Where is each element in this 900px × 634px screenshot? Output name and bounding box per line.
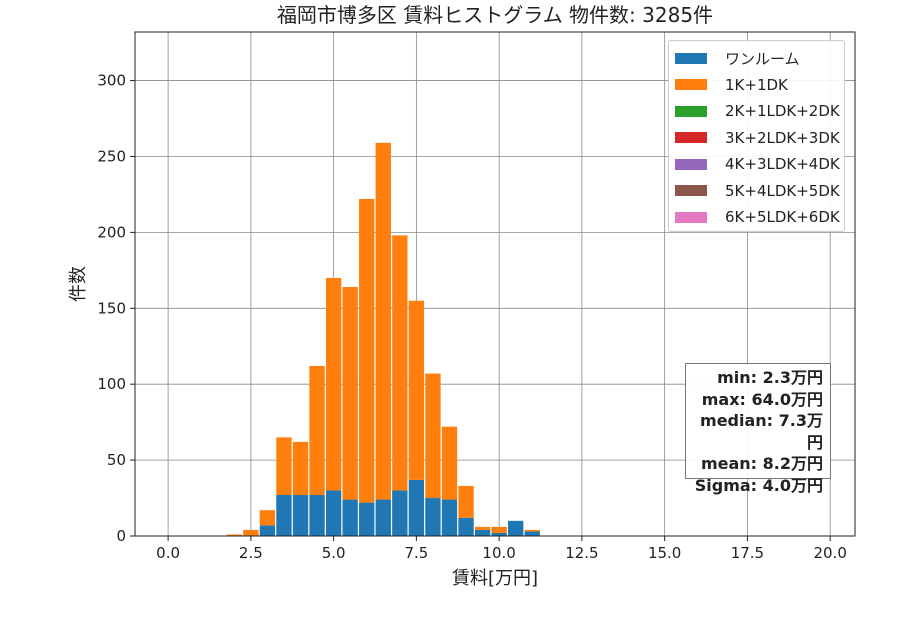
y-tick-label: 300 bbox=[97, 72, 126, 90]
histogram-bar bbox=[408, 300, 425, 480]
histogram-bar bbox=[325, 277, 342, 491]
legend-swatch bbox=[675, 158, 707, 170]
histogram-bar bbox=[392, 490, 408, 536]
stat-mean: mean: 8.2万円 bbox=[700, 454, 823, 473]
x-tick-label: 7.5 bbox=[404, 544, 428, 562]
stats-annotation: min: 2.3万円 max: 64.0万円 median: 7.3万円 mea… bbox=[685, 363, 831, 495]
histogram-bar bbox=[292, 441, 309, 496]
histogram-bar bbox=[458, 517, 474, 536]
histogram-bar bbox=[325, 490, 342, 536]
histogram-bar bbox=[375, 142, 391, 500]
x-tick-label: 10.0 bbox=[482, 544, 515, 562]
histogram-bar bbox=[491, 526, 507, 533]
y-tick-label: 50 bbox=[107, 451, 126, 469]
legend-label: 1K+1DK bbox=[725, 75, 788, 94]
stat-min: min: 2.3万円 bbox=[717, 368, 823, 387]
x-tick-label: 15.0 bbox=[648, 544, 681, 562]
x-tick-label: 0.0 bbox=[156, 544, 180, 562]
histogram-bar bbox=[259, 510, 276, 526]
histogram-bar bbox=[226, 534, 242, 536]
histogram-bar bbox=[508, 520, 524, 536]
histogram-bar bbox=[491, 532, 507, 536]
histogram-bar bbox=[425, 373, 441, 499]
histogram-bar bbox=[392, 235, 408, 491]
legend-label: ワンルーム bbox=[725, 49, 800, 68]
histogram-bar bbox=[292, 495, 309, 536]
legend-label: 5K+4LDK+5DK bbox=[725, 181, 840, 200]
stat-sigma: Sigma: 4.0万円 bbox=[694, 475, 823, 495]
chart-title: 福岡市博多区 賃料ヒストグラム 物件数: 3285件 bbox=[277, 3, 713, 27]
histogram-bar bbox=[243, 529, 259, 536]
x-axis-label: 賃料[万円] bbox=[452, 568, 538, 589]
legend-entry: 2K+1LDK+2DK bbox=[675, 98, 840, 125]
y-tick-label: 100 bbox=[97, 375, 126, 393]
legend-swatch bbox=[675, 132, 707, 144]
stat-max: max: 64.0万円 bbox=[701, 389, 823, 409]
histogram-bar bbox=[359, 198, 375, 503]
histogram-bar bbox=[524, 529, 540, 532]
histogram-bar bbox=[359, 502, 375, 536]
legend-entry: 5K+4LDK+5DK bbox=[675, 178, 840, 205]
plot-frame bbox=[134, 31, 856, 537]
y-tick-label: 0 bbox=[116, 527, 126, 545]
x-axis-ticks: 0.0 2.5 5.0 7.5 10.0 12.5 15.0 17.5 20.0 bbox=[156, 536, 847, 562]
y-tick-label: 200 bbox=[97, 223, 126, 241]
stat-median: median: 7.3万円 bbox=[700, 411, 823, 452]
grid-lines bbox=[135, 32, 855, 537]
legend-swatch bbox=[675, 185, 707, 197]
legend-entry: 1K+1DK bbox=[675, 72, 838, 99]
histogram-bar bbox=[309, 365, 325, 496]
legend-label: 3K+2LDK+3DK bbox=[725, 128, 840, 147]
legend-entry: 3K+2LDK+3DK bbox=[675, 125, 840, 152]
legend-label: 2K+1LDK+2DK bbox=[725, 102, 840, 121]
histogram-bar bbox=[342, 499, 358, 536]
histogram-bar bbox=[441, 426, 458, 500]
histogram-bar bbox=[474, 526, 491, 530]
legend-swatch bbox=[675, 52, 707, 64]
x-tick-label: 12.5 bbox=[565, 544, 598, 562]
x-tick-label: 20.0 bbox=[813, 544, 846, 562]
histogram-bar bbox=[441, 499, 458, 536]
histogram-bar bbox=[375, 499, 391, 536]
x-tick-label: 2.5 bbox=[239, 544, 263, 562]
histogram-bar bbox=[259, 525, 276, 536]
histogram-bar bbox=[458, 485, 474, 518]
y-tick-label: 250 bbox=[97, 147, 126, 165]
y-axis-label: 件数 bbox=[68, 266, 89, 302]
x-tick-label: 5.0 bbox=[322, 544, 346, 562]
legend-swatch bbox=[675, 79, 707, 91]
histogram-bar bbox=[524, 531, 540, 536]
legend-swatch bbox=[675, 211, 707, 223]
histogram-bar bbox=[474, 529, 491, 536]
x-tick-label: 17.5 bbox=[731, 544, 764, 562]
histogram-bar bbox=[276, 495, 292, 536]
legend-swatch bbox=[675, 105, 707, 117]
histogram-bar bbox=[276, 437, 292, 496]
histogram-bar bbox=[425, 498, 441, 536]
y-tick-label: 150 bbox=[97, 299, 126, 317]
legend-label: 6K+5LDK+6DK bbox=[725, 208, 840, 227]
bar-series bbox=[226, 142, 540, 536]
histogram-bar bbox=[408, 479, 425, 536]
histogram-bar bbox=[309, 495, 325, 536]
legend-label: 4K+3LDK+4DK bbox=[725, 155, 840, 174]
legend-entry: 4K+3LDK+4DK bbox=[675, 151, 840, 178]
legend-entry: 6K+5LDK+6DK bbox=[675, 204, 840, 231]
histogram-bar bbox=[342, 287, 358, 500]
y-axis-ticks: 0 50 100 150 200 250 300 bbox=[97, 72, 135, 545]
legend-entry: ワンルーム bbox=[675, 45, 838, 72]
legend: ワンルーム 1K+1DK 2K+1LDK+2DK 3K+2LDK+3DK 4K+3LDK… bbox=[668, 40, 845, 232]
